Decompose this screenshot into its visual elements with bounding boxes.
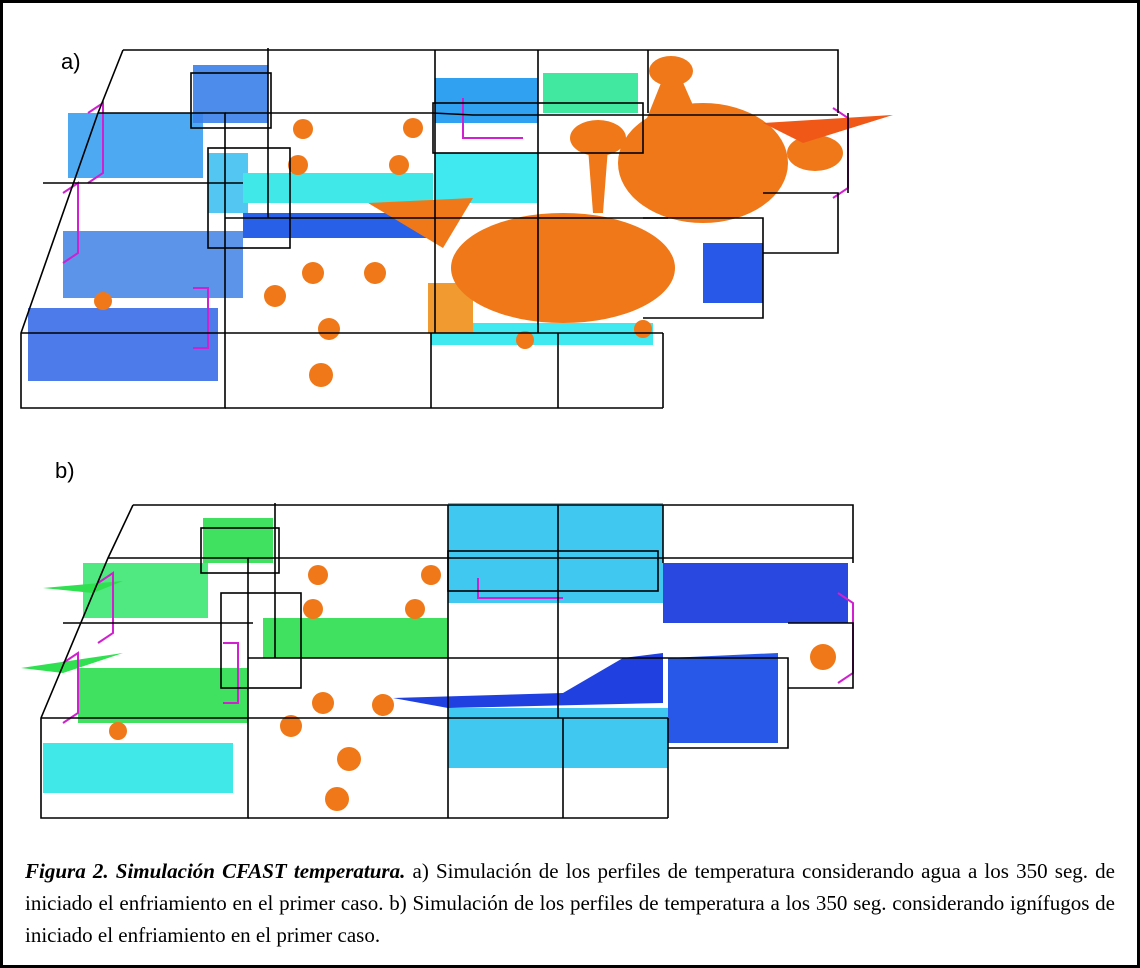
- panel-label: b): [55, 458, 75, 483]
- caption-title: Figura 2. Simulación CFAST temperatura.: [25, 859, 405, 883]
- figure-page: a) b): [0, 0, 1140, 968]
- simulation-b: [21, 503, 853, 818]
- figure-images: a) b): [3, 3, 1137, 843]
- simulation-a: [21, 48, 893, 408]
- panel-label: a): [61, 49, 81, 74]
- figure-caption: Figura 2. Simulación CFAST temperatura. …: [25, 855, 1115, 951]
